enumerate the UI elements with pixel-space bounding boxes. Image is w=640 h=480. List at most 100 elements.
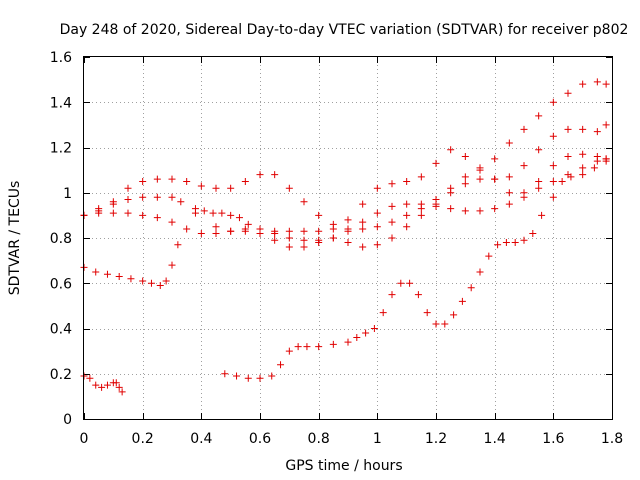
series-track-3 [80, 150, 610, 237]
grid-lines [84, 57, 612, 419]
data-point [344, 216, 352, 224]
y-tick-label: 1.6 [50, 50, 72, 66]
series-track-7 [221, 155, 610, 382]
data-point [579, 171, 587, 179]
y-tick-labels: 0 0.2 0.4 0.6 0.8 1 1.2 1.4 1.6 [50, 50, 72, 428]
data-point [520, 236, 528, 244]
series-track-1 [80, 78, 610, 228]
data-point [344, 239, 352, 247]
data-point [467, 284, 475, 292]
data-point [417, 211, 425, 219]
data-point [450, 311, 458, 319]
data-point [476, 175, 484, 183]
data-point [476, 268, 484, 276]
data-point [491, 175, 499, 183]
data-point [417, 173, 425, 181]
data-point [579, 125, 587, 133]
data-point [579, 164, 587, 172]
data-point [379, 309, 387, 317]
data-point [593, 78, 601, 86]
data-point [373, 209, 381, 217]
x-tick-label: 0.8 [308, 431, 330, 447]
data-point [579, 150, 587, 158]
data-point [218, 209, 226, 217]
data-point [535, 112, 543, 120]
plot-frame [83, 56, 613, 420]
data-point [92, 381, 100, 389]
data-point [115, 383, 123, 391]
data-point [520, 189, 528, 197]
data-point [168, 218, 176, 226]
data-point [353, 334, 361, 342]
data-point [403, 200, 411, 208]
data-point [549, 132, 557, 140]
data-point [535, 184, 543, 192]
data-point [535, 146, 543, 154]
y-tick-label: 1.2 [50, 141, 72, 157]
data-point [403, 211, 411, 219]
data-point [406, 279, 414, 287]
x-tick-label: 0.2 [132, 431, 154, 447]
data-point [397, 279, 405, 287]
y-tick-label: 0.6 [50, 276, 72, 292]
data-point [423, 309, 431, 317]
data-point [115, 272, 123, 280]
data-point [153, 175, 161, 183]
data-point [294, 343, 302, 351]
data-point [388, 202, 396, 210]
data-point [227, 184, 235, 192]
data-point [174, 241, 182, 249]
data-point [256, 229, 264, 237]
data-point [447, 205, 455, 213]
data-point [168, 175, 176, 183]
data-point [432, 200, 440, 208]
data-point [511, 239, 519, 247]
data-point [315, 227, 323, 235]
data-point [602, 121, 610, 129]
data-point [221, 370, 229, 378]
data-point [241, 225, 249, 233]
data-point [447, 189, 455, 197]
data-point [86, 374, 94, 382]
data-point [92, 268, 100, 276]
data-point [602, 80, 610, 88]
data-point [303, 343, 311, 351]
data-point [177, 198, 185, 206]
data-point [147, 279, 155, 287]
data-point [370, 325, 378, 332]
data-point [476, 164, 484, 172]
data-point [593, 157, 601, 165]
data-point [139, 177, 147, 185]
x-tick-label: 1.8 [601, 431, 623, 447]
data-point [491, 155, 499, 163]
data-point [315, 343, 323, 351]
data-point [227, 227, 235, 235]
data-point [256, 374, 264, 382]
data-point [388, 291, 396, 299]
data-point [441, 320, 449, 328]
data-point [564, 153, 572, 161]
data-point [549, 162, 557, 170]
data-point [590, 164, 598, 172]
axis-ticks [84, 57, 613, 420]
data-point [505, 173, 513, 181]
x-tick-label: 0.4 [190, 431, 212, 447]
data-point [124, 196, 132, 204]
data-point [359, 243, 367, 251]
data-point [95, 209, 103, 217]
series-track-5 [80, 241, 182, 290]
data-point [520, 162, 528, 170]
data-point [139, 211, 147, 219]
data-point [485, 252, 493, 260]
data-point [344, 338, 352, 346]
data-point [549, 193, 557, 201]
data-point [359, 218, 367, 226]
data-point [118, 388, 126, 396]
data-point [268, 372, 276, 380]
data-point [505, 189, 513, 197]
data-point [403, 223, 411, 231]
data-point [300, 236, 308, 244]
data-point [127, 275, 135, 283]
data-point [564, 125, 572, 133]
